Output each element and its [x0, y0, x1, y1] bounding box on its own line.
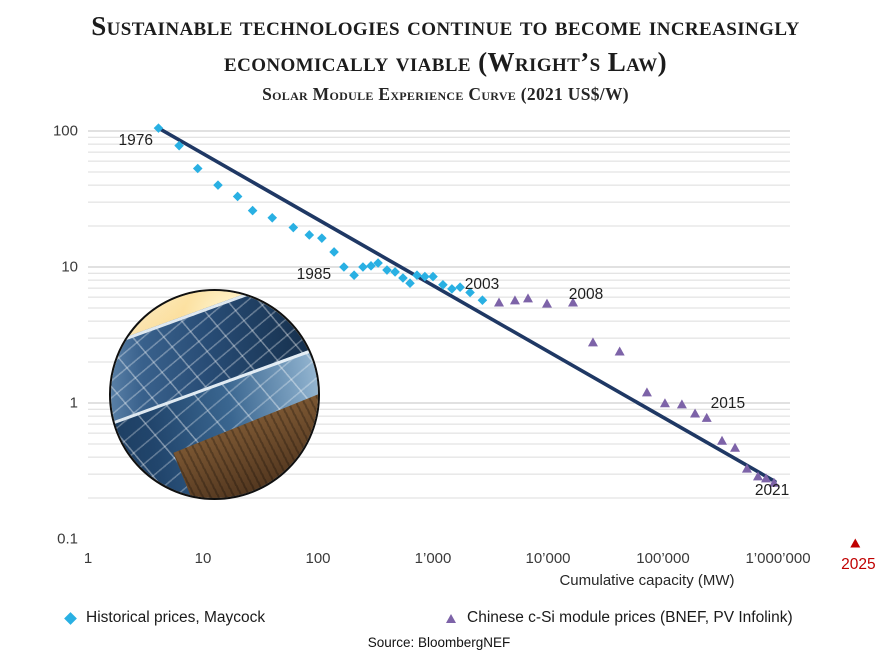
x-tick-1000000: 1’000’000 — [745, 550, 811, 567]
scatter-point-series-1 — [398, 273, 408, 283]
scatter-point-series-1 — [174, 140, 184, 151]
scatter-point-series-1 — [412, 270, 422, 281]
source-attribution: Source: BloombergNEF — [367, 635, 511, 650]
scatter-point-series-2 — [690, 408, 701, 418]
scatter-point-series-2 — [717, 435, 728, 445]
slide-title-line1: Sustainable technologies continue to bec… — [91, 11, 800, 41]
scatter-point-series-2 — [641, 387, 652, 397]
scatter-point-series-2 — [509, 295, 520, 305]
y-tick-100: 100 — [52, 122, 78, 140]
scatter-point-series-1 — [390, 267, 400, 277]
scatter-point-series-2 — [614, 346, 625, 356]
scatter-point-series-2 — [568, 297, 579, 307]
scatter-point-series-1 — [465, 287, 475, 298]
legend-label: Chinese c-Si module prices (BNEF, PV Inf… — [467, 609, 793, 626]
scatter-point-series-1 — [428, 271, 438, 282]
scatter-point-series-1 — [213, 180, 223, 190]
scatter-point-series-2 — [761, 473, 772, 483]
slide-title: Sustainable technologies continue to bec… — [0, 8, 891, 80]
legend-label: Historical prices, Maycock — [86, 609, 266, 626]
legend-item-chinese: Chinese c-Si module prices (BNEF, PV Inf… — [446, 608, 793, 628]
legend-item-historical: Historical prices, Maycock — [64, 608, 266, 628]
scatter-point-series-1 — [288, 222, 299, 233]
x-tick-100: 100 — [305, 550, 331, 567]
x-tick-10000: 10’000 — [525, 550, 571, 567]
scatter-point-series-1 — [373, 258, 383, 268]
scatter-point-series-2 — [587, 337, 598, 347]
scatter-point-series-1 — [477, 295, 488, 306]
scatter-point-series-1 — [366, 261, 376, 271]
y-tick-0.1: 0.1 — [57, 530, 78, 548]
scatter-point-series-1 — [339, 262, 349, 272]
scatter-point-series-1 — [349, 270, 359, 281]
scatter-point-series-1 — [420, 271, 430, 282]
slide-title-line2: economically viable (Wright’s Law) — [224, 47, 667, 77]
annotation-1985: 1985 — [296, 266, 332, 284]
diamond-marker-icon — [64, 611, 77, 625]
scatter-point-series-1 — [304, 230, 315, 240]
triangle-marker-icon — [446, 613, 456, 623]
scatter-point-series-1 — [358, 262, 368, 272]
x-axis-title: Cumulative capacity (MW) — [559, 572, 735, 589]
scatter-point-series-2 — [676, 399, 687, 409]
scatter-point-series-1 — [153, 123, 164, 133]
scatter-point-series-1 — [405, 278, 415, 289]
solar-panels-photo — [109, 289, 320, 500]
scatter-point-series-2 — [768, 477, 779, 487]
scatter-point-series-2 — [741, 463, 752, 473]
chart-title: Solar Module Experience Curve (2021 US$/… — [262, 84, 629, 104]
scatter-point-series-1 — [382, 265, 392, 275]
annotation-2008: 2008 — [568, 286, 604, 304]
scatter-point-series-1 — [317, 233, 327, 243]
scatter-point-series-2 — [752, 471, 763, 481]
scatter-point-series-2 — [541, 298, 552, 308]
scatter-point-series-1 — [267, 213, 278, 223]
scatter-point-series-1 — [447, 284, 457, 294]
scatter-point-series-2 — [494, 297, 505, 307]
x-tick-10: 10 — [194, 550, 212, 567]
x-tick-100000: 100’000 — [636, 550, 690, 567]
scatter-point-series-1 — [455, 282, 465, 293]
scatter-point-series-2 — [730, 442, 741, 452]
scatter-point-series-2 — [522, 293, 533, 303]
scatter-point-series-1 — [438, 279, 448, 290]
y-tick-1: 1 — [69, 394, 78, 412]
annotation-1976: 1976 — [118, 132, 153, 150]
annotation-2021: 2021 — [754, 482, 790, 500]
experience-curve-trend-line — [156, 126, 777, 484]
scatter-point-series-2 — [659, 398, 670, 408]
annotation-2025: 2025 — [841, 556, 876, 574]
x-tick-1000: 1’000 — [414, 550, 452, 567]
scatter-point-series-1 — [329, 247, 339, 257]
y-tick-10: 10 — [61, 258, 78, 276]
annotation-2003: 2003 — [464, 275, 500, 293]
x-tick-1: 1 — [83, 550, 93, 567]
scatter-point-series-1 — [247, 205, 258, 216]
scatter-point-series-3 — [850, 538, 861, 548]
scatter-point-series-1 — [192, 163, 203, 174]
annotation-2015: 2015 — [710, 395, 746, 413]
scatter-point-series-2 — [701, 412, 712, 422]
scatter-point-series-1 — [232, 191, 243, 202]
